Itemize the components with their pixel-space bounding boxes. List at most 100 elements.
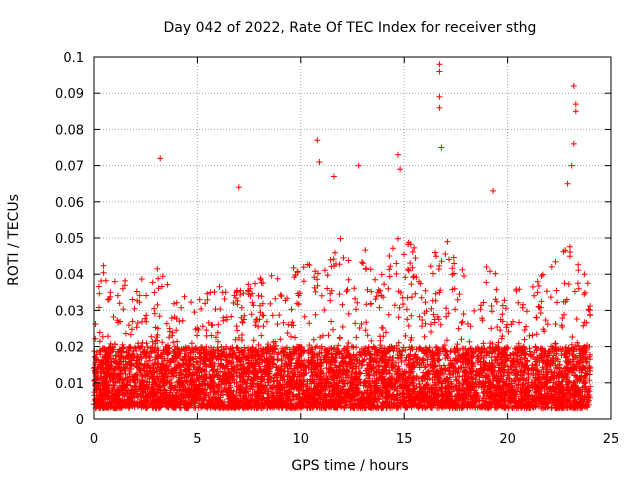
data-point — [531, 292, 538, 299]
data-point — [332, 249, 338, 256]
data-point — [381, 281, 388, 288]
data-point — [367, 266, 374, 273]
data-point — [133, 324, 140, 331]
data-point — [96, 290, 103, 297]
data-point — [328, 318, 335, 325]
data-point — [538, 273, 545, 279]
data-point — [216, 283, 223, 290]
data-point — [249, 290, 256, 297]
data-point — [154, 301, 161, 308]
data-point — [336, 261, 343, 268]
data-point — [378, 271, 385, 278]
data-point — [430, 270, 436, 277]
data-point — [586, 377, 593, 384]
data-point — [102, 277, 109, 284]
data-point — [378, 324, 385, 331]
data-point — [203, 327, 210, 334]
data-point — [155, 275, 162, 282]
data-point — [523, 323, 529, 330]
data-point — [340, 254, 347, 261]
data-point — [325, 332, 332, 339]
data-point — [194, 332, 201, 339]
data-point — [263, 318, 270, 325]
data-point — [488, 308, 495, 315]
data-point — [385, 311, 392, 318]
data-point — [250, 337, 257, 344]
data-point — [120, 306, 127, 313]
data-point — [405, 267, 412, 274]
data-point — [493, 286, 500, 293]
data-point — [574, 280, 581, 287]
data-point — [125, 322, 132, 329]
data-point — [395, 314, 402, 321]
data-point — [422, 287, 429, 294]
data-point — [432, 290, 439, 297]
data-point — [188, 299, 195, 306]
data-point — [433, 253, 439, 260]
data-point — [488, 303, 495, 309]
data-point — [116, 300, 123, 307]
data-point — [516, 319, 523, 326]
data-point — [458, 336, 465, 343]
data-point — [232, 336, 239, 343]
data-point — [573, 316, 580, 322]
data-point — [409, 294, 415, 301]
data-point — [532, 361, 539, 368]
data-point — [136, 292, 143, 299]
data-point — [411, 244, 418, 251]
data-point — [495, 339, 502, 346]
data-point — [288, 306, 295, 313]
data-point — [111, 278, 118, 285]
data-point — [99, 333, 106, 340]
data-point — [358, 259, 365, 266]
data-point — [168, 315, 175, 322]
data-point — [442, 251, 449, 257]
data-point — [581, 291, 588, 298]
data-point — [456, 291, 463, 298]
data-point — [391, 302, 398, 309]
data-point — [483, 279, 490, 286]
data-point — [409, 248, 416, 255]
data-point — [548, 263, 555, 270]
data-point — [249, 299, 256, 306]
data-point — [492, 270, 499, 277]
data-point — [337, 235, 344, 242]
data-point — [455, 325, 462, 332]
data-point — [403, 306, 410, 313]
data-point — [536, 304, 543, 311]
data-point — [204, 290, 211, 297]
data-point — [151, 289, 158, 296]
data-point — [222, 289, 229, 296]
data-point — [565, 281, 572, 288]
data-point — [252, 280, 258, 287]
data-point — [166, 334, 173, 341]
data-point — [362, 247, 369, 254]
data-point — [408, 312, 415, 319]
data-point — [386, 253, 393, 259]
data-point — [188, 340, 195, 347]
data-point — [408, 281, 415, 288]
data-point — [445, 310, 452, 317]
data-point — [451, 260, 458, 267]
data-point — [452, 306, 459, 313]
data-point — [317, 334, 324, 341]
chart-title: Day 042 of 2022, Rate Of TEC Index for r… — [164, 20, 537, 36]
data-point — [561, 280, 568, 287]
data-point — [131, 344, 138, 351]
data-point — [421, 333, 428, 340]
data-point — [290, 264, 297, 271]
data-point — [274, 275, 281, 282]
data-point — [336, 291, 343, 298]
data-point — [255, 292, 262, 299]
data-point — [409, 264, 416, 271]
data-point — [100, 262, 107, 269]
data-point — [559, 315, 566, 322]
data-point — [575, 267, 582, 274]
data-point — [456, 373, 463, 380]
data-point — [343, 288, 350, 295]
data-point — [211, 289, 218, 295]
data-point — [521, 327, 528, 333]
data-point — [321, 307, 328, 313]
data-point — [529, 332, 536, 339]
